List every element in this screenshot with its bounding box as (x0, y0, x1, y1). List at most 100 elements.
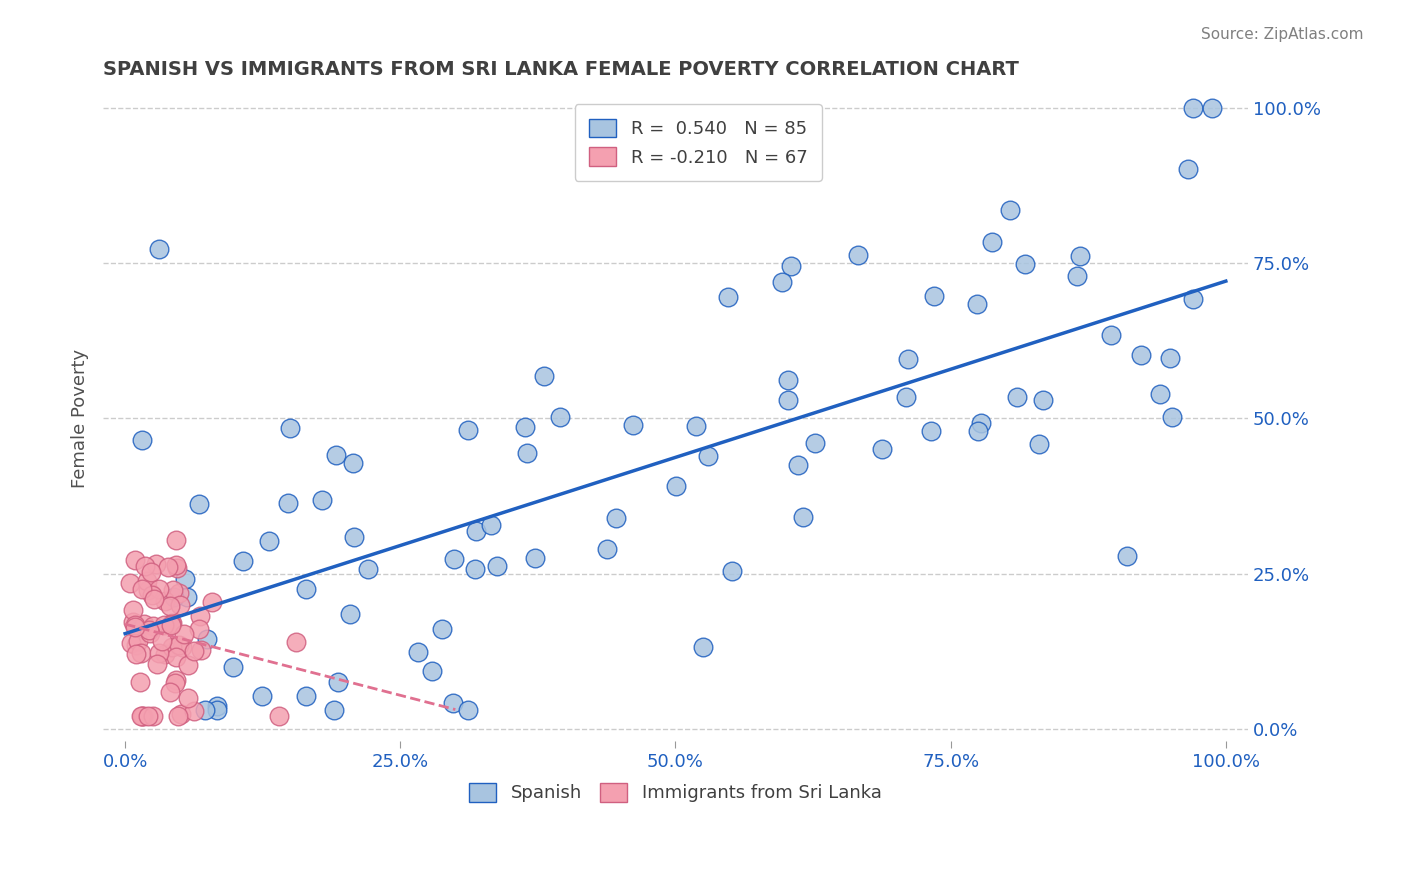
Legend: Spanish, Immigrants from Sri Lanka: Spanish, Immigrants from Sri Lanka (463, 776, 889, 810)
Point (1161, 410, 1184, 425)
Point (172, 640, 194, 654)
Point (131, 709, 153, 723)
Point (167, 638, 190, 652)
Point (165, 533, 187, 547)
Point (129, 675, 152, 690)
Point (188, 609, 211, 624)
Point (183, 643, 205, 657)
Point (846, 248, 869, 262)
Point (166, 561, 188, 575)
Point (207, 698, 229, 713)
Point (516, 446, 538, 460)
Point (134, 559, 156, 574)
Point (221, 660, 243, 674)
Point (136, 574, 159, 588)
Point (870, 442, 893, 457)
Point (125, 647, 148, 661)
Point (464, 562, 486, 576)
Point (127, 633, 149, 648)
Point (165, 650, 187, 665)
Point (160, 617, 183, 632)
Point (150, 633, 173, 648)
Point (605, 511, 627, 525)
Point (201, 595, 224, 609)
Point (165, 673, 187, 687)
Point (1005, 390, 1028, 404)
Point (356, 561, 378, 575)
Point (980, 235, 1002, 250)
Point (770, 275, 793, 289)
Point (160, 616, 183, 631)
Text: SPANISH VS IMMIGRANTS FROM SRI LANKA FEMALE POVERTY CORRELATION CHART: SPANISH VS IMMIGRANTS FROM SRI LANKA FEM… (103, 60, 1019, 78)
Point (285, 635, 308, 649)
Point (1066, 269, 1088, 284)
Point (548, 410, 571, 425)
Text: Source: ZipAtlas.com: Source: ZipAtlas.com (1201, 27, 1364, 42)
Point (143, 592, 166, 607)
Point (1014, 257, 1036, 271)
Point (596, 541, 619, 556)
Point (148, 582, 170, 596)
Point (479, 518, 502, 533)
Point (232, 554, 254, 568)
Point (721, 564, 744, 578)
Point (485, 558, 508, 573)
Point (464, 524, 486, 538)
Point (183, 704, 205, 718)
Y-axis label: Female Poverty: Female Poverty (72, 349, 89, 488)
Point (252, 689, 274, 703)
Point (169, 599, 191, 613)
Point (148, 646, 170, 660)
Point (966, 296, 988, 310)
Point (804, 436, 827, 450)
Point (257, 534, 280, 549)
Point (524, 551, 547, 566)
Point (177, 657, 200, 672)
Point (457, 423, 479, 437)
Point (621, 417, 644, 432)
Point (152, 617, 174, 632)
Point (1116, 549, 1139, 564)
Point (778, 393, 800, 408)
Point (141, 588, 163, 602)
Point (139, 566, 162, 580)
Point (311, 493, 333, 508)
Point (1032, 393, 1054, 408)
Point (129, 709, 152, 723)
Point (326, 674, 349, 689)
Point (1000, 203, 1022, 218)
Point (1159, 351, 1181, 366)
Point (121, 603, 143, 617)
Point (716, 290, 738, 304)
Point (139, 625, 162, 640)
Point (159, 684, 181, 698)
Point (457, 703, 479, 717)
Point (665, 479, 688, 493)
Point (692, 640, 714, 654)
Point (342, 456, 364, 470)
Point (343, 530, 366, 544)
Point (190, 643, 212, 657)
Point (173, 627, 195, 641)
Point (780, 259, 803, 273)
Point (896, 390, 918, 404)
Point (159, 599, 181, 614)
Point (167, 709, 190, 723)
Point (432, 622, 454, 636)
Point (406, 645, 429, 659)
Point (142, 619, 165, 633)
Point (277, 496, 299, 510)
Point (124, 620, 146, 634)
Point (132, 617, 155, 632)
Point (188, 497, 211, 511)
Point (124, 638, 146, 652)
Point (160, 640, 183, 654)
Point (339, 607, 361, 622)
Point (155, 648, 177, 662)
Point (533, 369, 555, 384)
Point (697, 449, 720, 463)
Point (162, 582, 184, 597)
Point (142, 709, 165, 723)
Point (685, 419, 707, 434)
Point (124, 553, 146, 567)
